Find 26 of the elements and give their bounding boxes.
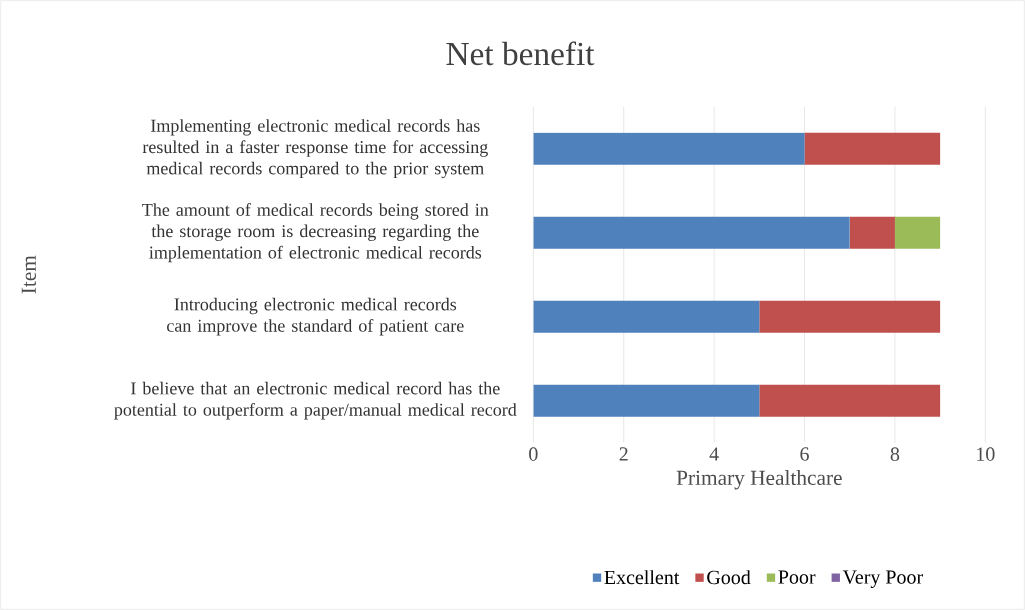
bar [533,384,760,417]
x-tick-label: 0 [529,447,538,461]
bar [533,216,850,249]
bar [894,216,941,249]
y-tick-label: The amount of medical records being stored in the storage room is decreasing regarding the implementation of electronic medical records [142,203,489,263]
bar [759,300,941,333]
bar [804,132,941,165]
x-tick-label: 4 [709,447,719,461]
y-tick-label: Implementing electronic medical records has resulted in a faster response time for accessing medical records compared to the prior system [142,119,488,179]
bar [849,216,895,249]
x-axis-title: Primary Healthcare [676,470,842,490]
legend-label: Poor [778,570,816,584]
legend-label: Excellent [604,570,680,585]
x-tick-label: 2 [619,447,628,461]
chart-title: Net benefit [446,41,595,66]
bar [533,132,805,165]
bar [759,384,941,417]
x-tick-label: 10 [977,447,995,461]
legend-label: Good [707,570,751,585]
y-tick-label: I believe that an electronic medical record has the potential to outperform a paper/manual medical record [114,381,517,420]
x-tick-label: 6 [800,447,809,461]
y-tick-label: Introducing electronic medical records can improve the standard of patient care [167,297,464,336]
legend-label: Very Poor [842,570,923,588]
y-axis-title: Item [21,255,36,294]
x-tick-label: 8 [890,447,900,461]
bar [533,300,760,333]
